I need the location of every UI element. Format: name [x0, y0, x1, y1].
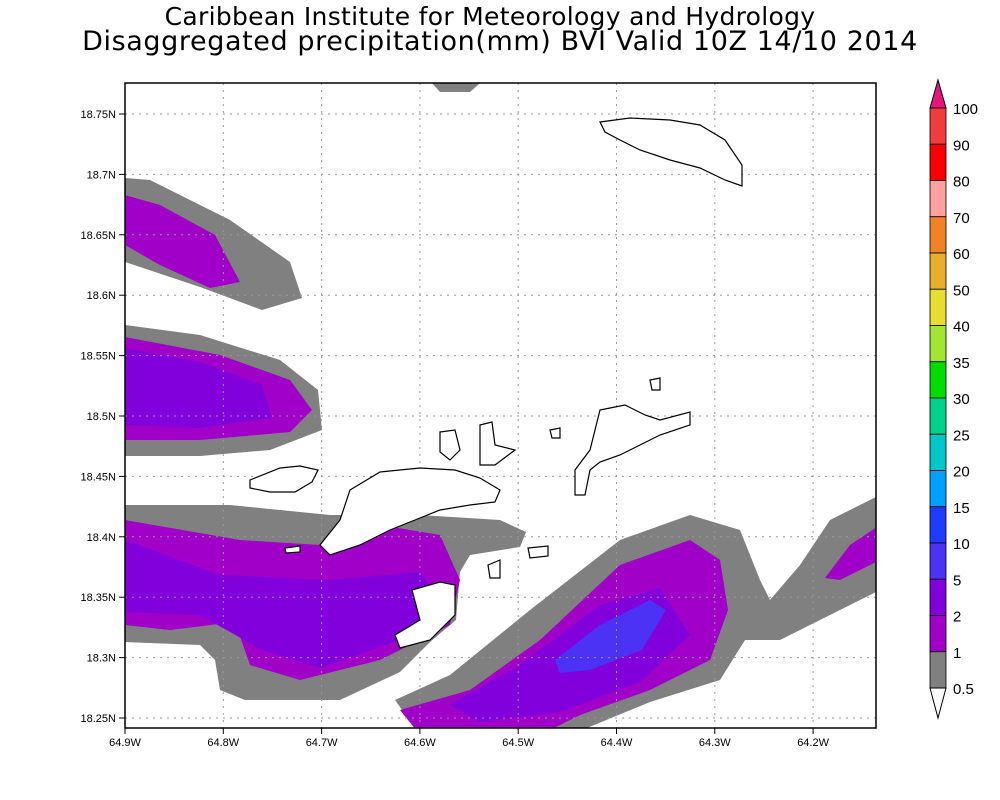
legend-label: 80 [953, 174, 970, 191]
legend-color-box [929, 615, 947, 653]
institute-title: Caribbean Institute for Meteorology and … [164, 2, 816, 31]
legend-color-box [929, 143, 947, 181]
precip-area-2mm [125, 348, 272, 428]
legend-color-box [929, 542, 947, 580]
island-small [549, 427, 561, 439]
legend-label: 35 [953, 355, 970, 372]
precip-fields [125, 83, 876, 728]
island-tortola [319, 467, 501, 556]
island-anegada [599, 117, 743, 187]
island-peter [394, 581, 456, 649]
precip-area-5mm [555, 600, 666, 673]
precip-area-1mm [125, 195, 240, 288]
color-legend: 100 90 80 70 60 50 40 35 30 25 20 15 10 5 2 1 0.5 [929, 78, 978, 720]
legend-color-box [929, 180, 947, 218]
precip-area-0.5mm [805, 517, 876, 590]
lon-tick-label: 64.6W [404, 737, 436, 749]
legend-color-box [929, 216, 947, 254]
lon-tick-label: 64.3W [699, 737, 731, 749]
island-virgin-gorda [574, 404, 691, 496]
precip-area-1mm [825, 527, 876, 580]
axes: 64.9W 64.8W 64.7W 64.6W 64.5W 64.4W 64.3W 64.2W… [81, 109, 830, 749]
legend-label: 30 [953, 391, 970, 408]
island-small [284, 545, 301, 554]
lat-tick-label: 18.3N [87, 653, 116, 665]
lon-tick-label: 64.8W [207, 737, 239, 749]
legend-label: 70 [953, 210, 970, 227]
legend-color-box [929, 107, 947, 145]
legend-label: 40 [953, 319, 970, 336]
legend-label: 10 [953, 536, 970, 553]
plot-frame [124, 82, 877, 729]
legend-label: 2 [953, 609, 961, 626]
legend-top-arrow [929, 78, 947, 109]
legend-label: 5 [953, 572, 961, 589]
lat-tick-label: 18.6N [87, 290, 116, 302]
legend-color-box [929, 506, 947, 544]
island-cooper [487, 559, 501, 579]
legend-label: 60 [953, 246, 970, 263]
island-beef [479, 421, 517, 466]
lat-tick-label: 18.35N [81, 592, 117, 604]
lat-tick-label: 18.45N [81, 471, 117, 483]
legend-color-box [929, 252, 947, 290]
lat-tick-label: 18.7N [87, 169, 116, 181]
legend-label: 90 [953, 137, 970, 154]
legend-color-box [929, 433, 947, 471]
precip-area-0.5mm [431, 83, 481, 92]
legend-label: 15 [953, 500, 970, 517]
legend-color-box [929, 651, 947, 689]
legend-label: 0.5 [953, 681, 974, 698]
lat-tick-label: 18.4N [87, 532, 116, 544]
legend-label: 25 [953, 427, 970, 444]
lat-tick-label: 18.55N [81, 351, 117, 363]
lat-tick-label: 18.5N [87, 411, 116, 423]
legend-color-box [929, 288, 947, 326]
lat-tick-label: 18.25N [81, 713, 117, 725]
lon-tick-label: 64.5W [502, 737, 534, 749]
lon-tick-label: 64.7W [306, 737, 338, 749]
lat-tick-label: 18.75N [81, 109, 117, 121]
gridlines [125, 83, 876, 728]
legend-color-box [929, 578, 947, 616]
legend-color-box [929, 361, 947, 399]
legend-label: 50 [953, 282, 970, 299]
lat-tick-label: 18.65N [81, 230, 117, 242]
legend-label: 1 [953, 645, 961, 662]
product-title: Disaggregated precipitation(mm) BVI Vali… [82, 26, 918, 57]
legend-label: 100 [953, 101, 978, 118]
island-norman [527, 545, 549, 559]
legend-color-box [929, 325, 947, 363]
island-small [649, 377, 661, 391]
island-guana [439, 429, 461, 461]
islands [249, 117, 743, 649]
precip-area-2mm [125, 540, 440, 668]
lon-tick-label: 64.4W [601, 737, 633, 749]
lon-tick-label: 64.9W [109, 737, 141, 749]
legend-color-box [929, 397, 947, 435]
island-jost-van-dyke [249, 465, 319, 493]
lon-tick-label: 64.2W [797, 737, 829, 749]
legend-bottom-arrow [929, 687, 947, 720]
legend-color-box [929, 470, 947, 508]
legend-label: 20 [953, 464, 970, 481]
